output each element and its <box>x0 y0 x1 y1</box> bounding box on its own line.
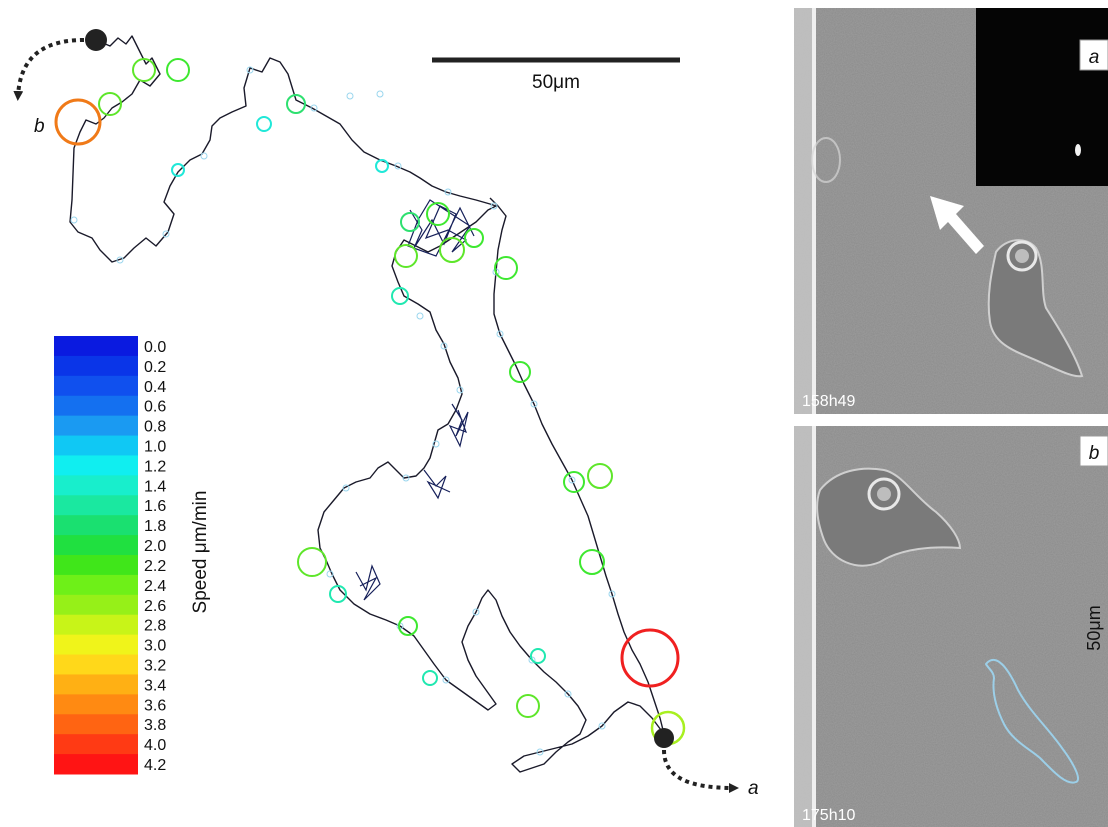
colorbar-tick-label: 3.0 <box>144 638 166 655</box>
event-circle <box>375 159 389 173</box>
colorbar-swatch <box>54 515 138 536</box>
colorbar-swatch <box>54 574 138 596</box>
colorbar-tick-label: 1.0 <box>144 439 166 456</box>
faint-cell <box>811 137 841 183</box>
event-circle <box>171 163 185 177</box>
event-circle <box>286 94 306 114</box>
track-start-marker <box>85 29 107 51</box>
sample-points <box>70 66 616 756</box>
colorbar-tick-label: 1.6 <box>144 498 166 515</box>
colorbar-swatch <box>54 355 138 377</box>
colorbar-swatch <box>54 535 138 556</box>
colorbar-swatch <box>54 634 138 656</box>
panel-b-tag: b <box>1089 443 1100 464</box>
event-circle <box>494 256 518 280</box>
colorbar-tick-label: 4.2 <box>144 757 166 774</box>
colorbar-tick-label: 2.4 <box>144 578 166 595</box>
colorbar-tick-label: 2.0 <box>144 538 166 555</box>
event-circle <box>166 58 190 82</box>
speed-colorbar: 0.0 0.2 0.4 0.6 0.8 1.0 1.2 1.4 1.6 1.8 2.0 2.2 2.4 2… <box>54 336 211 775</box>
colorbar-tick-label: 0.2 <box>144 359 166 376</box>
arrow-label-a: a <box>748 778 759 799</box>
event-circle <box>563 471 585 493</box>
colorbar-tick-label: 3.2 <box>144 658 166 675</box>
event-circle <box>132 58 156 82</box>
event-circle <box>509 361 531 383</box>
event-circle <box>394 244 418 268</box>
colorbar-swatch <box>54 375 138 397</box>
colorbar-swatch <box>54 714 138 735</box>
colorbar-swatch <box>54 654 138 675</box>
trajectory-cluster-4 <box>423 469 451 500</box>
event-circle <box>98 92 122 116</box>
colorbar-swatch <box>54 475 138 496</box>
colorbar-tick-label: 1.4 <box>144 478 166 495</box>
colorbar-tick-label: 2.8 <box>144 618 166 635</box>
colorbar-swatch <box>54 694 138 715</box>
colorbar-tick-label: 1.8 <box>144 518 166 535</box>
trajectory-cluster-2 <box>448 403 469 448</box>
cell-body-b <box>816 467 962 567</box>
panel-b-time: 175h10 <box>802 807 855 824</box>
event-circle <box>439 237 465 263</box>
colorbar-tick-label: 1.2 <box>144 458 166 475</box>
event-circle <box>530 648 546 664</box>
colorbar-tick-label: 3.4 <box>144 677 166 694</box>
micrograph-panel-a: a 158h49 <box>794 8 1108 414</box>
panel-a-tag: a <box>1089 47 1100 68</box>
event-circle <box>256 116 272 132</box>
colorbar-swatch <box>54 495 138 516</box>
event-circle <box>579 549 605 575</box>
colorbar-swatch <box>54 614 138 636</box>
colorbar-swatch <box>54 594 138 616</box>
event-circle <box>587 463 613 489</box>
trajectory-cluster-3 <box>355 564 381 601</box>
panel-a-time: 158h49 <box>802 393 855 410</box>
track-end-marker <box>654 728 674 748</box>
fluorescent-cell <box>1075 144 1081 156</box>
event-circle <box>54 98 102 146</box>
event-circle <box>464 228 484 248</box>
micrograph-panel-b: b 50μm 175h10 <box>794 426 1108 827</box>
arrow-label-b: b <box>34 116 45 137</box>
panel-b-scale-label: 50μm <box>1084 605 1104 650</box>
colorbar-tick-label: 2.2 <box>144 558 166 575</box>
colorbar-tick-label: 4.0 <box>144 737 166 754</box>
colorbar-tick-label: 0.0 <box>144 339 166 356</box>
cell-body-a <box>987 239 1084 378</box>
fluorescence-inset <box>976 8 1108 186</box>
scale-bar-label: 50μm <box>532 72 580 93</box>
event-circle <box>297 547 327 577</box>
colorbar-tick-label: 0.4 <box>144 379 166 396</box>
colorbar-tick-label: 2.6 <box>144 598 166 615</box>
colorbar-swatch <box>54 555 138 576</box>
colorbar-tick-label: 3.8 <box>144 717 166 734</box>
event-circle <box>422 670 438 686</box>
colorbar-swatch <box>54 754 138 775</box>
cell-outline-trace <box>984 658 1080 784</box>
event-circle <box>329 585 347 603</box>
event-circle <box>400 212 420 232</box>
arrow-to-b <box>13 38 85 101</box>
event-circle <box>391 287 409 305</box>
white-direction-arrow <box>930 196 984 254</box>
colorbar-tick-label: 0.6 <box>144 399 166 416</box>
event-circle <box>516 694 540 718</box>
colorbar-swatch <box>54 674 138 695</box>
arrow-to-a <box>662 749 739 793</box>
colorbar-swatch <box>54 395 138 417</box>
colorbar-tick-label: 0.8 <box>144 419 166 436</box>
event-circle <box>426 202 450 226</box>
colorbar-title: Speed μm/min <box>190 491 211 614</box>
event-circle <box>620 628 680 688</box>
colorbar-tick-label: 3.6 <box>144 697 166 714</box>
cell-track-plot: 50μm <box>13 29 759 799</box>
colorbar-swatch <box>54 435 138 456</box>
colorbar-swatch <box>54 455 138 476</box>
colorbar-swatch <box>54 336 138 357</box>
event-circle <box>398 616 418 636</box>
colorbar-swatch <box>54 415 138 437</box>
colorbar-swatch <box>54 734 138 755</box>
